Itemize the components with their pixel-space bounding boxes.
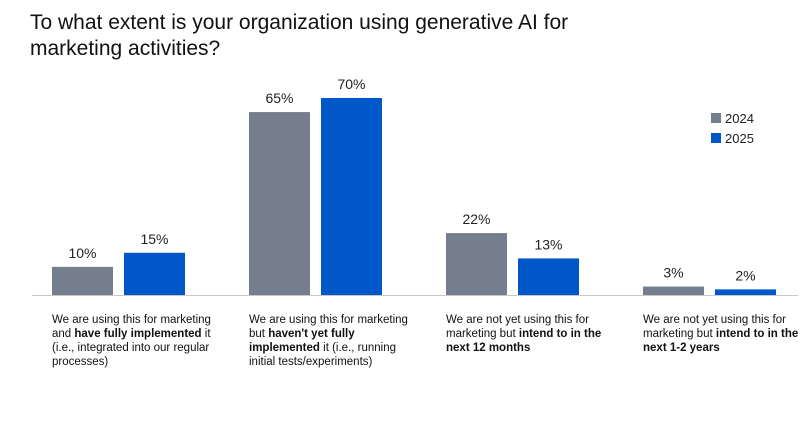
bar-2024-cat2 bbox=[249, 112, 310, 295]
data-label-2025-cat2: 70% bbox=[337, 76, 365, 92]
legend-label-2025: 2025 bbox=[725, 130, 754, 146]
legend-swatch-2024 bbox=[711, 113, 721, 123]
legend: 2024 2025 bbox=[711, 108, 754, 148]
legend-swatch-2025 bbox=[711, 133, 721, 143]
bar-2025-cat2 bbox=[321, 98, 382, 295]
data-label-2025-cat4: 2% bbox=[735, 267, 755, 283]
data-label-2024-cat2: 65% bbox=[265, 90, 293, 106]
bar-2024-cat3 bbox=[446, 233, 507, 295]
data-label-2024-cat4: 3% bbox=[663, 265, 683, 281]
legend-item-2024: 2024 bbox=[711, 108, 754, 128]
data-label-2024-cat1: 10% bbox=[68, 245, 96, 261]
chart-title: To what extent is your organization usin… bbox=[30, 11, 569, 60]
legend-item-2025: 2025 bbox=[711, 128, 754, 148]
category-label-4: We are not yet using this for marketing … bbox=[643, 314, 799, 354]
bar-2024-cat1 bbox=[52, 266, 113, 295]
category-label-1: We are using this for marketing and have… bbox=[52, 314, 211, 368]
data-label-2025-cat1: 15% bbox=[140, 231, 168, 247]
category-label-2: We are using this for marketing but have… bbox=[249, 314, 408, 368]
bar-2025-cat3 bbox=[518, 258, 579, 295]
bar-2025-cat4 bbox=[715, 289, 776, 295]
data-label-2024-cat3: 22% bbox=[462, 211, 490, 227]
data-label-2025-cat3: 13% bbox=[534, 236, 562, 252]
category-label-3: We are not yet using this for marketing … bbox=[446, 314, 602, 354]
bar-2024-cat4 bbox=[643, 286, 704, 295]
bar-2025-cat1 bbox=[124, 252, 185, 295]
legend-label-2024: 2024 bbox=[725, 110, 754, 126]
